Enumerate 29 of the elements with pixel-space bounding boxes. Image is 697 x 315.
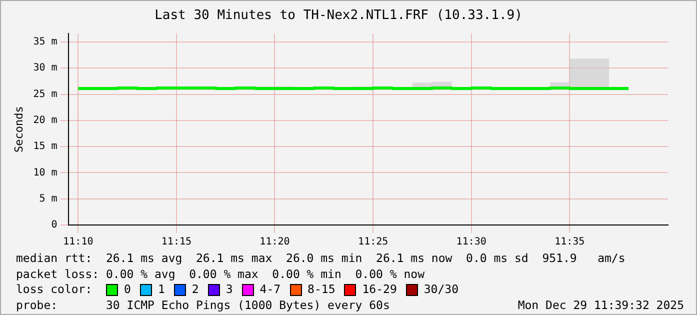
legend-title: loss color: — [16, 282, 94, 298]
legend-label: 8-15 — [308, 282, 336, 298]
legend-label: 2 — [192, 282, 199, 298]
text: Mon Dec 29 11:39:32 2025 — [518, 298, 684, 313]
y-tick-label: 5 m — [39, 193, 58, 204]
x-tick-label: 11:30 — [456, 236, 486, 248]
y-tick-label: 35 m — [33, 36, 58, 48]
legend-label: 30/30 — [424, 282, 458, 298]
x-tick-label: 11:10 — [63, 236, 94, 248]
text: probe: 30 ICMP Echo Pings (1000 Bytes) every 60s — [16, 298, 390, 313]
legend-label: 16-29 — [362, 282, 397, 298]
y-axis-title: Seconds — [12, 106, 26, 152]
text: median rtt: 26.1 ms avg 26.1 ms max 26.0 ms min 26.1 ms now 0.0 ms sd 951.9 am/s — [16, 251, 626, 266]
y-tick-label: 15 m — [33, 141, 58, 152]
y-tick-label: 10 m — [33, 167, 58, 178]
text: packet loss: 0.00 % avg 0.00 % max 0.00 % min 0.00 % now — [16, 266, 424, 282]
x-tick-label: 11:35 — [554, 236, 585, 248]
y-tick-label: 0 — [51, 220, 58, 231]
y-tick-label: 30 m — [33, 62, 58, 74]
y-tick-label: 25 m — [33, 88, 58, 100]
chart-title: Last 30 Minutes to TH-Nex2.NTL1.FRF (10.33.1.9) — [154, 8, 522, 24]
legend-label: 1 — [158, 282, 165, 298]
legend-label: 3 — [226, 282, 233, 298]
x-tick-label: 11:15 — [161, 236, 192, 248]
x-tick-label: 11:20 — [260, 236, 290, 248]
legend-label: 0 — [124, 282, 131, 298]
x-tick-label: 11:25 — [358, 236, 388, 248]
y-tick-label: 20 m — [33, 115, 58, 126]
legend-label: 4-7 — [260, 282, 281, 298]
